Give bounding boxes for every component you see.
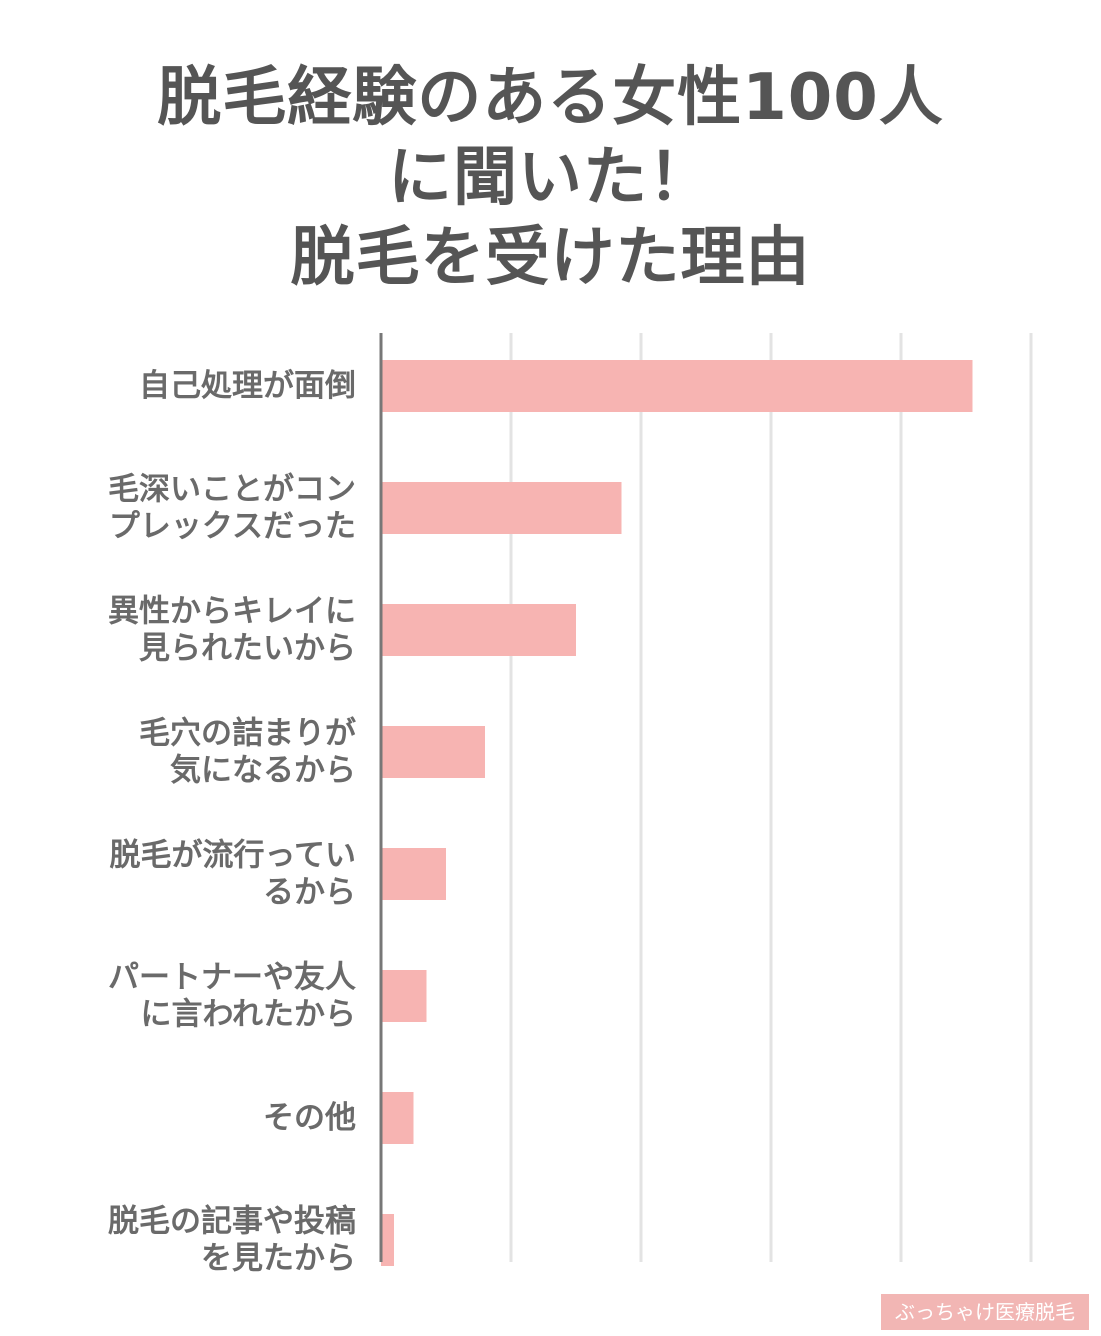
chart-title: 脱毛経験のある女性100人 に聞いた！ 脱毛を受けた理由 bbox=[0, 58, 1101, 298]
category-label-7-line-1: その他 bbox=[263, 1100, 356, 1136]
chart-title-line-1: 脱毛経験のある女性100人 bbox=[157, 61, 944, 135]
category-label-6-line-1: パートナーや友人 bbox=[108, 960, 356, 996]
bar-7 bbox=[381, 1092, 414, 1144]
watermark-badge: ぶっちゃけ医療脱毛 bbox=[881, 1294, 1089, 1330]
category-label-8-line-1: 脱毛の記事や投稿 bbox=[108, 1204, 356, 1240]
category-label-2-line-1: 毛深いことがコン bbox=[108, 472, 356, 508]
category-label-5-line-2: るから bbox=[263, 875, 356, 911]
category-label-6: パートナーや友人に言われたから bbox=[108, 960, 356, 1033]
category-label-4-line-2: 気になるから bbox=[170, 753, 356, 789]
chart-title-line-3: 脱毛を受けた理由 bbox=[290, 221, 811, 295]
bar-6 bbox=[381, 970, 427, 1022]
category-label-5: 脱毛が流行っているから bbox=[110, 838, 356, 911]
category-label-7: その他 bbox=[263, 1100, 356, 1136]
category-label-4-line-1: 毛穴の詰まりが bbox=[139, 716, 356, 752]
category-label-3-line-1: 異性からキレイに bbox=[108, 594, 356, 630]
category-label-1: 自己処理が面倒 bbox=[139, 368, 356, 404]
category-label-3-line-2: 見られたいから bbox=[139, 631, 356, 667]
grid-layer bbox=[509, 333, 1033, 1262]
category-label-4: 毛穴の詰まりが気になるから bbox=[139, 716, 356, 789]
category-label-5-line-1: 脱毛が流行ってい bbox=[110, 838, 356, 874]
bar-2 bbox=[381, 482, 622, 534]
category-label-3: 異性からキレイに見られたいから bbox=[108, 594, 356, 667]
category-label-8: 脱毛の記事や投稿を見たから bbox=[108, 1204, 356, 1277]
category-label-8-line-2: を見たから bbox=[201, 1241, 356, 1277]
label-layer: 自己処理が面倒毛深いことがコンプレックスだった異性からキレイに見られたいから毛穴… bbox=[108, 368, 356, 1277]
bar-layer bbox=[381, 360, 973, 1266]
bar-5 bbox=[381, 848, 446, 900]
bar-3 bbox=[381, 604, 576, 656]
bar-4 bbox=[381, 726, 485, 778]
category-label-2: 毛深いことがコンプレックスだった bbox=[108, 472, 356, 545]
category-label-6-line-2: に言われたから bbox=[141, 997, 356, 1033]
bar-8 bbox=[381, 1214, 394, 1266]
category-label-1-line-1: 自己処理が面倒 bbox=[139, 368, 356, 404]
category-label-2-line-2: プレックスだった bbox=[109, 509, 356, 545]
chart-title-line-2: に聞いた！ bbox=[388, 141, 713, 215]
bar-1 bbox=[381, 360, 973, 412]
